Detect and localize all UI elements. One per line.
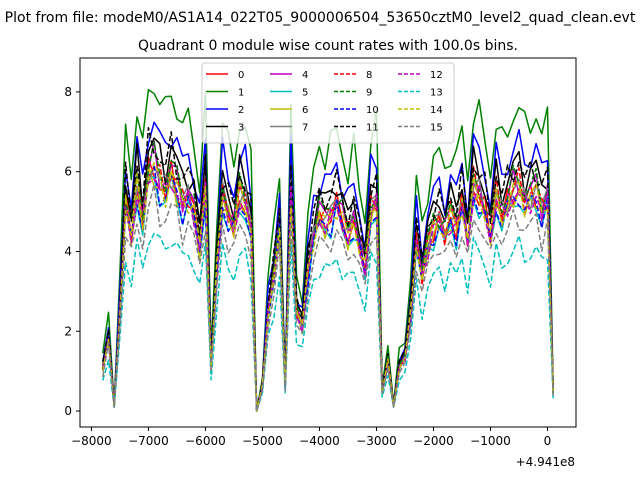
series-line-13 [102,232,554,412]
legend-label-6: 6 [302,105,308,116]
y-axis: 0 2 4 6 8 [64,85,80,418]
legend-label-13: 13 [430,88,443,99]
legend-label-1: 1 [238,88,244,99]
legend-label-11: 11 [366,123,379,134]
series-line-11 [102,127,554,412]
series-line-8 [102,164,554,412]
legend-frame [201,62,455,144]
x-tick-label: −2000 [413,434,454,448]
legend-label-14: 14 [430,105,443,116]
legend-label-8: 8 [366,70,372,81]
series-line-15 [102,183,554,412]
x-axis-offset-label: +4.941e8 [516,455,575,469]
x-axis: −8000 −7000 −6000 −5000 −4000 −3000 −2000 −1000… [71,427,551,448]
series-line-14 [102,162,554,412]
legend-label-15: 15 [430,123,443,134]
plot-frame [79,57,577,428]
series-line-2 [102,121,554,412]
legend-label-4: 4 [302,70,308,81]
legend-label-3: 3 [238,123,244,134]
x-tick-label: −6000 [185,434,226,448]
legend-label-7: 7 [302,123,308,134]
legend-label-5: 5 [302,88,308,99]
x-tick-label: −5000 [242,434,283,448]
legend-label-12: 12 [430,70,443,81]
series-line-3 [102,137,554,412]
series-line-10 [102,165,554,412]
x-tick-label: −3000 [356,434,397,448]
x-tick-label: −8000 [71,434,112,448]
y-tick-label: 6 [64,165,72,179]
y-tick-label: 4 [64,244,72,258]
series-layer [102,88,554,412]
series-line-12 [102,178,554,412]
y-tick-label: 8 [64,85,72,99]
x-tick-label: −4000 [299,434,340,448]
legend-label-9: 9 [366,88,372,99]
legend-label-10: 10 [366,105,379,116]
x-tick-label: −7000 [128,434,169,448]
series-line-1 [102,88,554,412]
figure-suptitle: Plot from file: modeM0/AS1A14_022T05_900… [5,10,636,26]
series-line-0 [102,156,554,412]
x-tick-label: 0 [544,434,552,448]
y-tick-label: 2 [64,324,72,338]
chart-title: Quadrant 0 module wise count rates with … [138,38,518,54]
legend-label-0: 0 [238,70,244,81]
legend-label-2: 2 [238,105,244,116]
y-tick-label: 0 [64,404,72,418]
x-tick-label: −1000 [470,434,511,448]
series-line-5 [102,174,554,412]
